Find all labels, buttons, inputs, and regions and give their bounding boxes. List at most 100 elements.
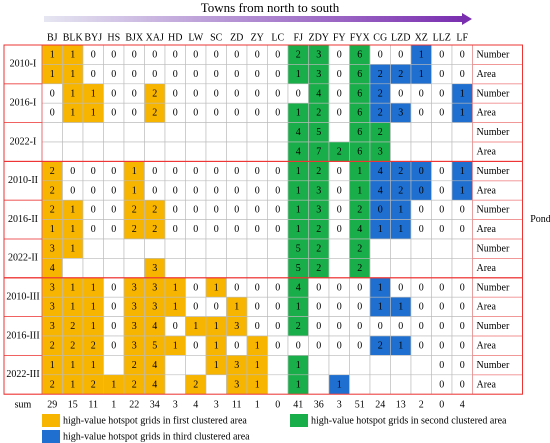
cell: [205, 374, 227, 395]
cell-value: 0: [275, 49, 280, 60]
cell-value: 2: [316, 243, 321, 254]
column-header: BJ: [47, 32, 58, 43]
column-header: FY: [333, 32, 346, 43]
cell-value: 0: [132, 88, 137, 99]
cell: [82, 258, 104, 279]
cell: [123, 258, 145, 279]
cell-value: 0: [234, 185, 239, 196]
cell: [267, 355, 289, 376]
cell-value: 0: [337, 224, 342, 235]
cell-value: 0: [357, 340, 362, 351]
column-header: LZD: [391, 32, 410, 43]
cell: [369, 258, 391, 279]
sum-value: 2: [419, 399, 424, 410]
cell: [185, 238, 207, 259]
sum-value: 15: [68, 399, 78, 410]
cell-value: 0: [439, 88, 444, 99]
cell-value: 3: [152, 282, 157, 293]
cell-value: 1: [296, 166, 301, 177]
cell-value: 0: [460, 224, 465, 235]
cell: [451, 141, 473, 162]
cell-value: 0: [193, 49, 198, 60]
sum-value: 0: [439, 399, 444, 410]
cell-value: 0: [173, 88, 178, 99]
cell-value: 0: [378, 205, 383, 216]
cell: [164, 238, 186, 259]
cell-value: 3: [316, 205, 321, 216]
cell-value: 0: [398, 282, 403, 293]
column-header: CG: [373, 32, 387, 43]
cell-value: 1: [70, 224, 75, 235]
cell-value: 0: [111, 185, 116, 196]
cell-value: 0: [111, 88, 116, 99]
cell-value: 0: [132, 69, 137, 80]
measure-label: Area: [477, 146, 497, 157]
cell-value: 0: [193, 340, 198, 351]
measure-label: Number: [477, 360, 510, 371]
cell-value: 1: [173, 302, 178, 313]
cell-value: 5: [152, 340, 157, 351]
sum-value: 4: [193, 399, 198, 410]
cell-value: 1: [70, 108, 75, 119]
cell-value: 2: [50, 185, 55, 196]
cell-value: 0: [460, 205, 465, 216]
cell-value: 1: [419, 69, 424, 80]
cell-value: 0: [439, 205, 444, 216]
cell-value: 2: [316, 224, 321, 235]
cell-value: 0: [173, 69, 178, 80]
cell: [164, 122, 186, 143]
cell: [185, 122, 207, 143]
cell-value: 0: [255, 282, 260, 293]
column-header: HS: [107, 32, 120, 43]
cell-value: 1: [378, 302, 383, 313]
cell-value: 0: [91, 49, 96, 60]
cell: [451, 258, 473, 279]
cell-value: 1: [70, 379, 75, 390]
sum-value: 22: [129, 399, 139, 410]
arrow-head: [462, 13, 472, 25]
cell-value: 0: [337, 282, 342, 293]
cell-value: 1: [296, 185, 301, 196]
cell-value: 3: [132, 340, 137, 351]
cell-value: 4: [296, 282, 301, 293]
cell: [328, 122, 350, 143]
measure-label: Number: [477, 282, 510, 293]
measure-label: Number: [477, 166, 510, 177]
cell-value: 0: [193, 282, 198, 293]
cell: [62, 122, 84, 143]
cell-value: 6: [357, 127, 362, 138]
cell-value: 0: [234, 69, 239, 80]
cell: [103, 141, 125, 162]
legend-label: high-value hotspot grids in second clust…: [311, 415, 507, 426]
cell-value: 0: [439, 302, 444, 313]
cell-value: 6: [357, 49, 362, 60]
cell-value: 2: [152, 205, 157, 216]
cell-value: 2: [132, 205, 137, 216]
period-label: 2022-I: [10, 136, 37, 147]
measure-label: Number: [477, 243, 510, 254]
cell-value: 0: [275, 108, 280, 119]
cell-value: 0: [214, 166, 219, 177]
sum-value: 1: [111, 399, 116, 410]
cell: [267, 141, 289, 162]
cell: [164, 141, 186, 162]
cell: [246, 122, 268, 143]
cell-value: 2: [357, 205, 362, 216]
legend-label: high-value hotspot grids in first cluste…: [63, 415, 247, 426]
column-header: LC: [271, 32, 284, 43]
cell-value: 2: [91, 379, 96, 390]
cell-value: 1: [70, 49, 75, 60]
cell-value: 1: [398, 224, 403, 235]
cell-value: 0: [91, 69, 96, 80]
cell-value: 0: [439, 108, 444, 119]
cell-value: 1: [70, 302, 75, 313]
cell-value: 0: [111, 69, 116, 80]
cell-value: 2: [378, 340, 383, 351]
cell: [226, 141, 248, 162]
cell: [451, 122, 473, 143]
cell-value: 1: [70, 69, 75, 80]
cell: [185, 258, 207, 279]
sum-value: 24: [375, 399, 385, 410]
measure-label: Number: [477, 88, 510, 99]
cell: [369, 374, 391, 395]
